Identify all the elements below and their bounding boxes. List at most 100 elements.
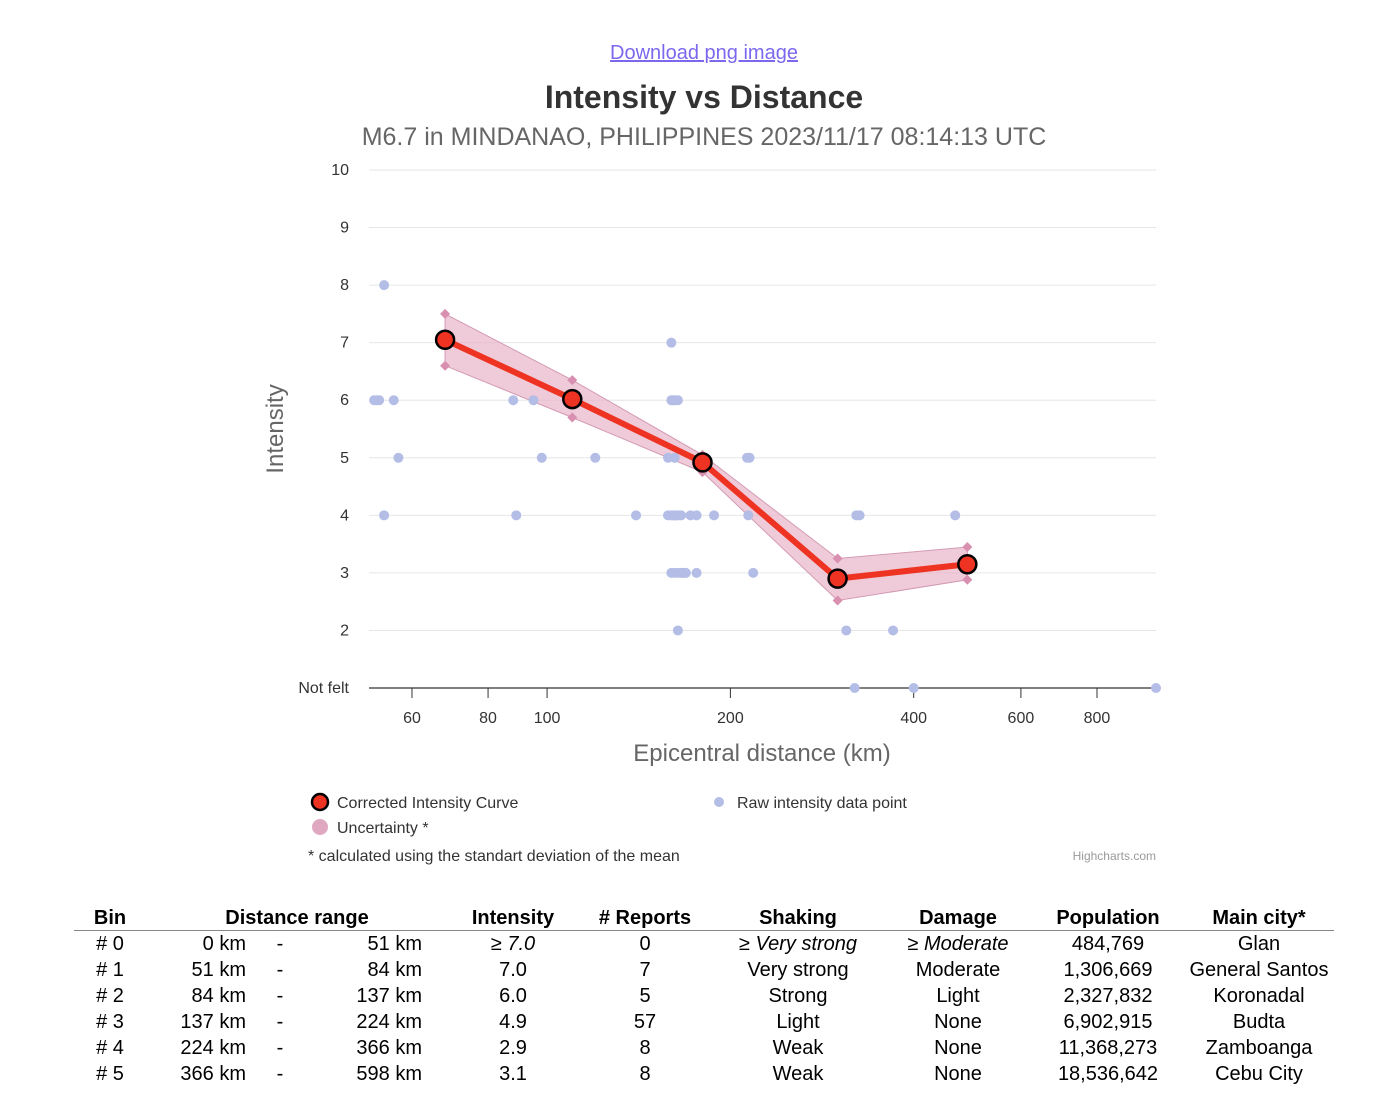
reports-cell: 57: [633, 1011, 657, 1033]
legend-raw-label: Raw intensity data point: [737, 795, 907, 812]
raw-point: [669, 452, 680, 463]
distance-from-cell: 51 km: [191, 959, 246, 981]
x-tick-label: 200: [717, 710, 744, 727]
legend-item-uncertainty[interactable]: Uncertainty *: [312, 819, 429, 837]
y-axis-ticks: Not felt 2 3 4 5 6 7 8 9 10: [298, 162, 349, 697]
raw-point: [379, 280, 390, 291]
download-png-link[interactable]: Download png image: [610, 42, 798, 64]
curve-point: [692, 452, 713, 473]
reports-cell: 0: [639, 933, 651, 955]
raw-point: [672, 625, 683, 636]
header-shaking: Shaking: [712, 904, 884, 931]
y-tick-label: 3: [340, 565, 349, 582]
x-tick-label: 60: [403, 710, 421, 727]
y-tick-label: 5: [340, 450, 349, 467]
reports-cell: 7: [639, 959, 651, 981]
distance-sep-cell: -: [276, 1011, 284, 1033]
distance-sep-cell: -: [276, 933, 284, 955]
intensity-cell: ≥ 7.0: [490, 933, 536, 955]
population-cell: 484,769: [1071, 933, 1145, 955]
header-intensity: Intensity: [448, 904, 578, 931]
population-cell: 2,327,832: [1063, 985, 1153, 1007]
raw-point: [908, 683, 919, 693]
distance-to-cell: 137 km: [356, 985, 422, 1007]
legend-note: * calculated using the standart deviatio…: [308, 848, 680, 865]
shaking-cell: Strong: [768, 985, 828, 1007]
raw-points: [369, 280, 1161, 693]
bins-table: Bin Distance range Intensity # Reports S…: [74, 904, 1334, 1087]
x-tick-label: 400: [900, 710, 927, 727]
bin-cell: # 3: [96, 1011, 124, 1033]
distance-sep-cell: -: [276, 1037, 284, 1059]
header-bin: Bin: [74, 904, 146, 931]
y-tick-label: 10: [331, 162, 349, 179]
city-cell: Zamboanga: [1205, 1037, 1313, 1059]
raw-point: [950, 510, 961, 521]
raw-point: [841, 625, 852, 636]
raw-point: [691, 567, 702, 578]
header-reports: # Reports: [578, 904, 712, 931]
intensity-cell: 2.9: [499, 1037, 527, 1059]
x-tick-label: 800: [1084, 710, 1111, 727]
shaking-cell: Weak: [772, 1063, 824, 1085]
grid-lines: [369, 169, 1156, 631]
y-tick-label: 2: [340, 622, 349, 639]
raw-point: [379, 510, 390, 521]
raw-point: [691, 510, 702, 521]
legend-item-curve[interactable]: Corrected Intensity Curve: [310, 792, 519, 812]
header-distance: Distance range: [146, 904, 448, 931]
highcharts-credit[interactable]: Highcharts.com: [1073, 849, 1156, 863]
reports-cell: 8: [639, 1037, 651, 1059]
raw-point: [631, 510, 642, 521]
raw-point: [743, 510, 754, 521]
distance-sep-cell: -: [276, 959, 284, 981]
raw-point: [680, 567, 691, 578]
legend-uncertainty-label: Uncertainty *: [337, 820, 429, 837]
bin-cell: # 5: [96, 1063, 124, 1085]
distance-from-cell: 137 km: [180, 1011, 246, 1033]
raw-point: [508, 395, 519, 406]
x-tick-label: 600: [1008, 710, 1035, 727]
population-cell: 6,902,915: [1063, 1011, 1153, 1033]
intensity-cell: 4.9: [499, 1011, 527, 1033]
intensity-distance-chart: Intensity vs Distance M6.7 in MINDANAO, …: [262, 79, 1161, 865]
x-tick-label: 100: [534, 710, 561, 727]
city-cell: Budta: [1232, 1011, 1286, 1033]
raw-point: [748, 567, 759, 578]
curve-point: [562, 388, 583, 410]
legend: Corrected Intensity Curve Uncertainty * …: [310, 792, 907, 837]
table-row: # 2 84 km - 137 km 6.0 5 Strong Light 2,…: [74, 983, 1334, 1009]
raw-point: [744, 452, 755, 463]
population-cell: 1,306,669: [1063, 959, 1153, 981]
table-row: # 1 51 km - 84 km 7.0 7 Very strong Mode…: [74, 957, 1334, 983]
y-axis-label: Intensity: [262, 384, 289, 473]
raw-point: [854, 510, 865, 521]
raw-point: [676, 510, 687, 521]
uncertainty-marker: [962, 541, 973, 552]
reports-cell: 5: [639, 985, 651, 1007]
raw-point: [709, 510, 720, 521]
uncertainty-marker: [440, 360, 451, 371]
distance-sep-cell: -: [276, 1063, 284, 1085]
y-tick-label: 7: [340, 335, 349, 352]
bin-cell: # 0: [96, 933, 124, 955]
download-section: Download png image: [0, 42, 1376, 65]
header-damage: Damage: [884, 904, 1032, 931]
y-tick-label: 8: [340, 277, 349, 294]
shaking-cell: Very strong: [747, 959, 849, 981]
uncertainty-marker: [440, 308, 451, 319]
city-cell: Cebu City: [1215, 1063, 1303, 1085]
uncertainty-marker: [962, 574, 973, 585]
header-population: Population: [1032, 904, 1184, 931]
damage-cell: Moderate: [915, 959, 1001, 981]
city-cell: Koronadal: [1213, 985, 1305, 1007]
y-tick-label: Not felt: [298, 680, 349, 697]
raw-point: [388, 395, 399, 406]
legend-item-raw[interactable]: Raw intensity data point: [714, 795, 907, 812]
raw-point: [374, 395, 385, 406]
legend-uncertainty-marker: [312, 819, 328, 835]
shaking-cell: Light: [776, 1011, 820, 1033]
damage-cell: ≥ Moderate: [907, 933, 1009, 955]
shaking-cell: Weak: [772, 1037, 824, 1059]
distance-to-cell: 366 km: [356, 1037, 422, 1059]
